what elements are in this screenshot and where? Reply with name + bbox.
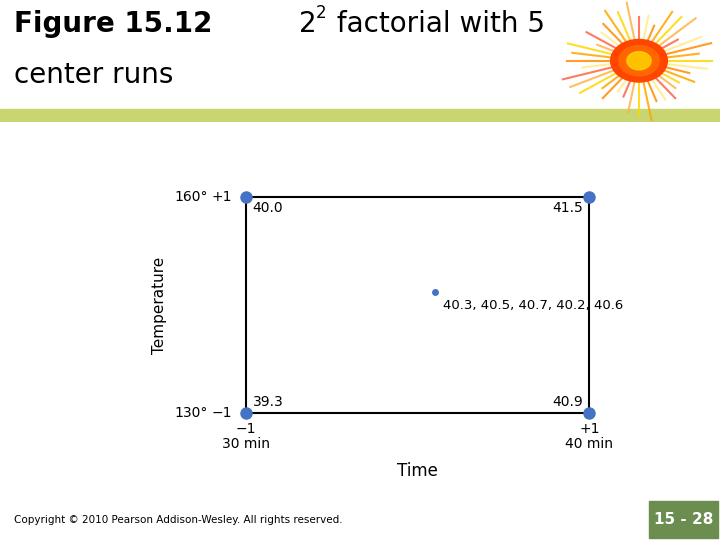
Text: 40 min: 40 min (565, 437, 613, 451)
Text: 40.3, 40.5, 40.7, 40.2, 40.6: 40.3, 40.5, 40.7, 40.2, 40.6 (444, 299, 624, 312)
Text: center runs: center runs (14, 60, 174, 89)
Text: 2: 2 (315, 4, 326, 22)
Text: 40.9: 40.9 (552, 395, 582, 409)
Text: −1: −1 (212, 406, 232, 420)
Text: +1: +1 (212, 190, 232, 204)
Text: +1: +1 (579, 422, 600, 436)
Text: factorial with 5: factorial with 5 (328, 10, 544, 38)
Text: Temperature: Temperature (153, 256, 167, 354)
Circle shape (611, 39, 667, 82)
Text: Time: Time (397, 462, 438, 480)
Text: 39.3: 39.3 (253, 395, 284, 409)
Text: 2: 2 (299, 10, 316, 38)
Text: 41.5: 41.5 (552, 201, 582, 215)
Circle shape (627, 52, 651, 70)
Text: 130°: 130° (174, 406, 208, 420)
Text: Figure 15.12: Figure 15.12 (14, 10, 213, 38)
Text: 40.0: 40.0 (253, 201, 283, 215)
Circle shape (618, 45, 660, 76)
Text: Copyright © 2010 Pearson Addison-Wesley. All rights reserved.: Copyright © 2010 Pearson Addison-Wesley.… (14, 515, 343, 525)
FancyBboxPatch shape (649, 501, 718, 538)
Text: 30 min: 30 min (222, 437, 270, 451)
Text: −1: −1 (235, 422, 256, 436)
Text: 15 - 28: 15 - 28 (654, 512, 714, 527)
Bar (0, 109, 720, 122)
Text: 160°: 160° (174, 190, 208, 204)
